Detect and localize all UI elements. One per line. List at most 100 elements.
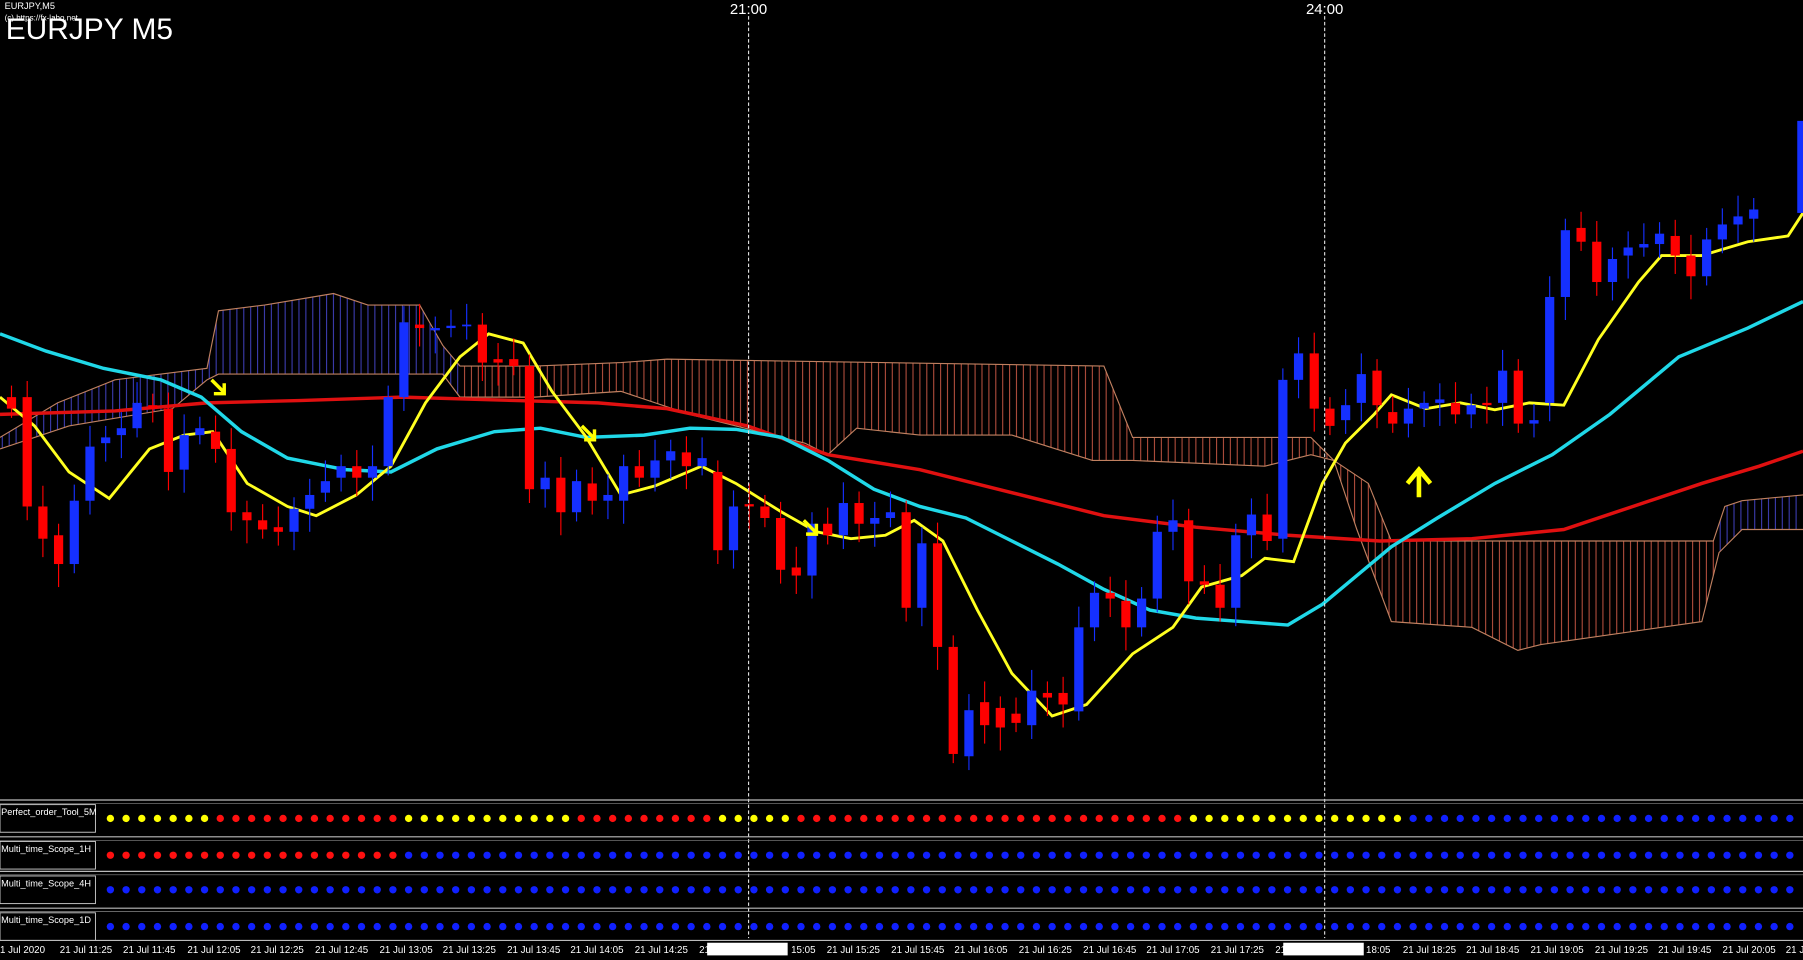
panel-dot [844,851,852,859]
time-label: 2020.07.21 18:00 [1286,945,1363,956]
candle-body [446,325,456,329]
panel-dot [750,851,758,859]
panel-dot [1346,922,1355,931]
candle-body [823,523,833,536]
panel-dot [1707,922,1716,931]
panel-dot [263,886,272,894]
panel-dot [1535,814,1543,823]
panel-dot [907,922,915,931]
panel-dot [200,922,209,931]
panel-dot [452,922,460,931]
candle-body [540,477,550,490]
candle-body [289,508,299,532]
panel-dot [1597,922,1606,931]
panel-dot [1535,886,1543,894]
candle-body [163,408,174,472]
candle-body [367,466,378,478]
panel-dot [561,886,570,894]
panel-dot [295,886,303,894]
candle-body [1152,531,1162,599]
panel-dot [1064,922,1072,931]
panel-dot [216,814,224,823]
panel-dot [122,886,130,894]
candle-body [854,503,864,524]
panel-dot [907,851,915,859]
panel-dot [1550,886,1559,894]
candle-body [1466,405,1476,415]
panel-dot [781,886,789,894]
candle-body [807,523,817,576]
panel-dot [1519,851,1527,859]
panel-dot [1754,922,1763,931]
panel-dot [373,886,381,894]
panel-label: Multi_time_Scope_1D [1,915,91,925]
candle-body [1388,412,1398,424]
panel-dot [389,922,397,931]
panel-dot [797,886,805,894]
panel-dot [1079,922,1088,931]
panel-dot [1252,922,1260,931]
panel-dot [1362,886,1370,894]
candle-body [1670,235,1680,256]
panel-dot [310,886,319,894]
panel-dot [608,886,617,894]
candle-body [1231,535,1241,608]
candle-body [1702,239,1712,277]
panel-dot [1393,922,1402,931]
panel-dot [1378,851,1386,859]
panel-dot [1425,814,1433,823]
panel-dot [1754,814,1763,823]
candle-body [1341,405,1351,421]
candle-body [587,483,597,501]
panel-dot [1644,922,1653,931]
panel-dot [1582,922,1590,931]
candle-body [132,402,142,429]
panel-dot [185,886,193,894]
candle-body [1403,408,1414,424]
panel-dot [530,814,538,823]
time-highlight [1283,942,1364,956]
panel-dot [1017,922,1025,931]
panel-dot [1723,851,1731,859]
panel-dot [1550,851,1559,859]
candle-body [430,328,440,331]
cyan-line [0,300,1803,627]
panel-dot [436,886,444,894]
panel-dot [153,814,162,823]
panel-dot [1158,814,1166,823]
panel-dot [1158,886,1166,894]
panel-dot [703,814,711,823]
panel-dot [310,922,319,931]
panel-dot [718,851,727,859]
panel-dot [1550,814,1559,823]
panel-dot [1252,886,1260,894]
panel-dot [1032,814,1041,823]
panel-dot [1299,886,1307,894]
panel-dot [1613,814,1621,823]
candle-body [1639,244,1649,248]
panel-dot [1409,886,1417,894]
panel-dot [1048,922,1056,931]
candle-body [509,359,519,367]
panel-dot [577,922,585,931]
panel-dot [718,886,727,894]
panel-dot [106,886,115,894]
panel-dot [640,922,648,931]
panel-dot [279,814,287,823]
panel-dot [875,886,884,894]
panel-dot [467,851,476,859]
panel-dot [232,886,240,894]
panel-dot [1315,851,1323,859]
panel-dot [561,851,570,859]
candle-body [414,324,425,329]
panel-dot [844,886,852,894]
panel-dot [1001,814,1009,823]
candle-body [1607,258,1618,283]
panel-dot [404,851,413,859]
panel-dot [1158,851,1166,859]
time-label: 21 Jul 16:25 [1019,945,1073,956]
time-label: 21 Jul 15:25 [827,945,881,956]
candle-body [1513,370,1523,424]
panel-dot [671,922,680,931]
